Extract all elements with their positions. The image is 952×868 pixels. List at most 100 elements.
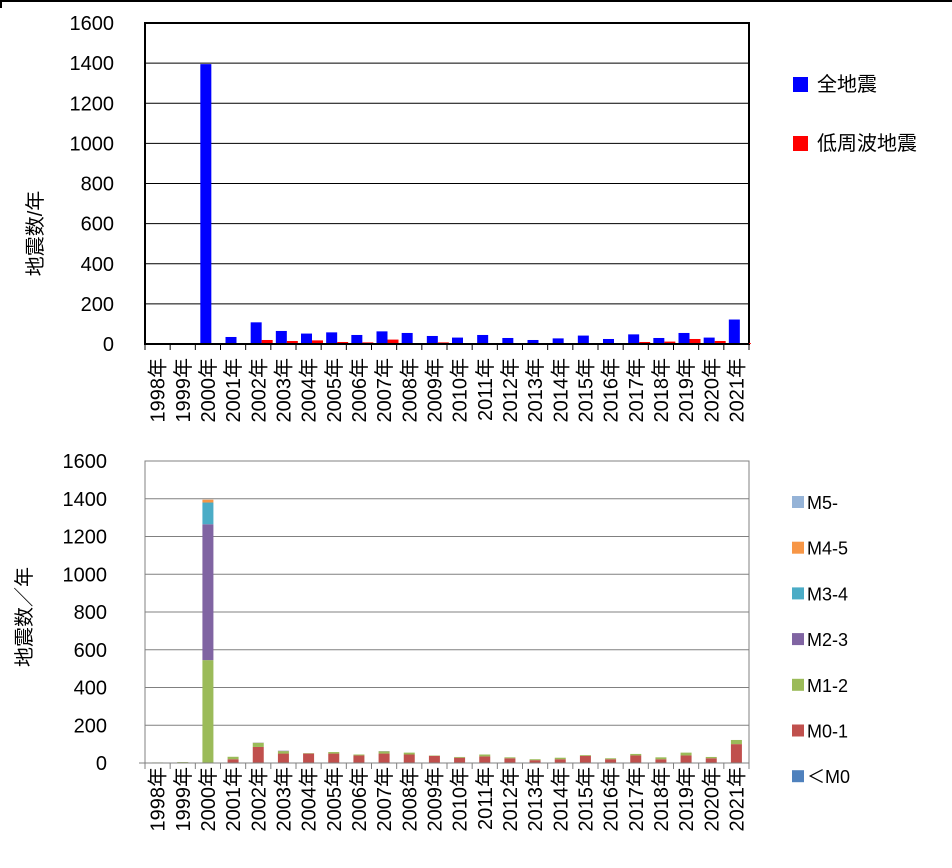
y-tick-label: 1000 <box>70 133 115 155</box>
legend-swatch <box>792 496 804 508</box>
y-tick-label: 200 <box>74 715 107 737</box>
x-tick-label: 2018年 <box>650 358 673 423</box>
x-tick-label: 2019年 <box>675 358 698 423</box>
y-tick-label: 800 <box>81 174 114 196</box>
legend-label: ＜M0 <box>807 767 850 787</box>
legend-swatch <box>793 77 808 92</box>
legend-swatch <box>792 633 804 646</box>
x-tick-label: 2007年 <box>373 767 396 832</box>
bar-low-frequency-2004 <box>312 340 323 344</box>
bar-segment-M1-2-2001 <box>227 756 239 760</box>
x-tick-label: 2006年 <box>348 767 371 832</box>
bar-segment-M0-1-2010 <box>454 757 466 763</box>
x-tick-label: 2012年 <box>499 358 522 423</box>
bar-segment-M0-1-2003 <box>277 753 289 763</box>
x-tick-label: 2016年 <box>600 767 623 832</box>
bar-low-frequency-2007 <box>387 339 399 344</box>
x-tick-label: 1999年 <box>172 767 195 832</box>
bar-segment-M0-1-2016 <box>605 759 617 763</box>
bar-all-earthquakes-2021 <box>728 319 740 344</box>
x-tick-label: 2008年 <box>398 767 421 832</box>
bar-segment-M1-2-2020 <box>705 756 717 759</box>
bar-segment-M0-1-2018 <box>655 759 667 763</box>
legend-swatch <box>792 587 804 600</box>
bar-all-earthquakes-2010 <box>452 337 463 344</box>
bar-all-earthquakes-2008 <box>401 332 413 344</box>
bar-segment-M1-2-2013 <box>529 759 541 761</box>
x-tick-label: 2021年 <box>725 767 748 832</box>
bar-segment-M0-1-2004 <box>303 753 315 763</box>
y-tick-label: 400 <box>74 678 107 700</box>
bar-segment-M0-1-2002 <box>252 746 264 763</box>
x-tick-label: 2003年 <box>272 358 295 423</box>
x-tick-label: 2001年 <box>222 358 245 423</box>
legend-label: M4-5 <box>807 539 848 559</box>
bar-all-earthquakes-2003 <box>275 330 287 344</box>
bar-all-earthquakes-2018 <box>653 337 665 344</box>
bar-all-earthquakes-2016 <box>603 338 614 344</box>
bar-low-frequency-2005 <box>337 341 349 344</box>
bar-segment-M1-2-2000 <box>202 660 214 763</box>
legend-swatch <box>792 541 804 554</box>
bar-all-earthquakes-2013 <box>527 339 539 344</box>
x-tick-label: 2014年 <box>549 767 572 832</box>
bar-all-earthquakes-2011 <box>477 334 489 344</box>
x-tick-label: 2021年 <box>725 358 748 423</box>
x-tick-label: 2014年 <box>549 358 572 423</box>
x-tick-label: 2001年 <box>222 767 245 832</box>
bar-segment-M1-2-2007 <box>378 751 390 754</box>
top-border-corner <box>0 0 2 8</box>
x-tick-label: 2013年 <box>524 358 547 423</box>
bar-segment-M1-2-2011 <box>479 754 491 757</box>
bar-segment-M1-2-2005 <box>328 752 340 754</box>
y-tick-label: 0 <box>103 334 114 356</box>
bar-segment-M3-4-2000 <box>202 502 214 525</box>
x-tick-label: 1998年 <box>147 767 170 832</box>
x-tick-label: 2015年 <box>574 767 597 832</box>
x-tick-label: 2017年 <box>625 358 648 423</box>
x-tick-label: 2009年 <box>423 767 446 832</box>
bar-all-earthquakes-2015 <box>577 335 589 344</box>
x-tick-label: 2010年 <box>449 358 472 423</box>
bar-segment-M1-2-2021 <box>730 739 742 745</box>
bar-segment-M0-1-2006 <box>353 755 365 763</box>
x-tick-label: 2005年 <box>323 767 346 832</box>
y-tick-label: 1400 <box>70 53 115 75</box>
bar-segment-M1-2-2010 <box>454 756 466 758</box>
bar-low-frequency-2018 <box>664 341 676 344</box>
y-axis-title: 地震数/年 <box>24 191 47 277</box>
y-tick-label: 800 <box>74 602 107 624</box>
x-tick-label: 2008年 <box>398 358 421 423</box>
y-axis-title: 地震数／年 <box>13 567 36 667</box>
bar-low-frequency-2020 <box>714 340 726 344</box>
legend-label: M5- <box>807 493 838 513</box>
x-tick-label: 2015年 <box>574 358 597 423</box>
bar-segment-M1-2-2003 <box>277 751 289 754</box>
bar-segment-M0-1-2019 <box>680 755 692 763</box>
x-tick-label: 2013年 <box>524 767 547 832</box>
legend-swatch <box>792 724 804 737</box>
legend-label: M3-4 <box>807 584 848 604</box>
y-tick-label: 1400 <box>63 489 108 511</box>
y-tick-label: 1200 <box>70 93 115 115</box>
x-tick-label: 2007年 <box>373 358 396 423</box>
bar-all-earthquakes-2009 <box>426 335 438 344</box>
bar-segment-M2-3-2000 <box>202 524 214 661</box>
bar-all-earthquakes-2007 <box>376 331 388 344</box>
bar-segment-M1-2-2017 <box>630 753 642 756</box>
legend-swatch <box>793 136 808 151</box>
y-tick-label: 200 <box>81 294 114 316</box>
y-tick-label: 600 <box>81 214 114 236</box>
bar-segment-M1-2-2015 <box>579 755 591 756</box>
bar-all-earthquakes-2012 <box>502 337 514 344</box>
x-tick-label: 2002年 <box>247 767 270 832</box>
x-tick-label: 2004年 <box>298 767 321 832</box>
bar-segment-M1-2-2018 <box>655 757 667 760</box>
legend-label: 低周波地震 <box>817 132 917 155</box>
legend-label: M2-3 <box>807 630 848 650</box>
y-tick-label: 600 <box>74 640 107 662</box>
x-tick-label: 2011年 <box>474 767 497 830</box>
bar-segment-M1-2-2006 <box>353 754 365 756</box>
